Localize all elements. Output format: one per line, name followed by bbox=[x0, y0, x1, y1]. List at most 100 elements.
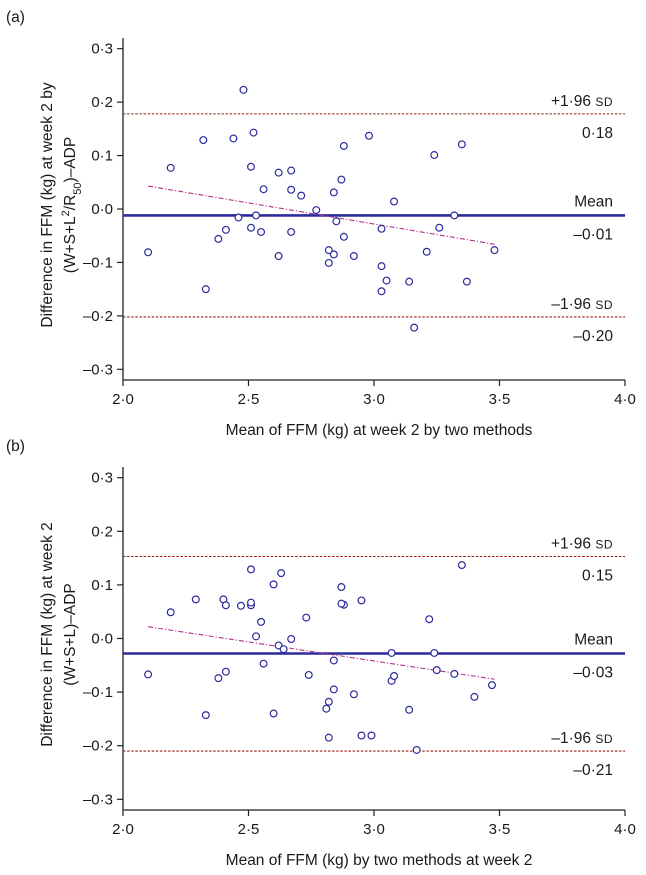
data-point bbox=[249, 128, 258, 137]
data-point bbox=[337, 175, 346, 184]
data-point bbox=[390, 197, 399, 206]
lower-loa-label-sd: SD bbox=[595, 732, 613, 746]
data-point bbox=[229, 134, 238, 143]
y-tick-label: 0·2 bbox=[91, 523, 113, 540]
upper-loa-label-sd: SD bbox=[595, 95, 613, 109]
data-point bbox=[166, 608, 175, 617]
x-axis-title: Mean of FFM (kg) by two methods at week … bbox=[226, 852, 533, 869]
data-point bbox=[324, 246, 333, 255]
x-tick-label: 2·0 bbox=[112, 391, 134, 408]
y-tick-label: –0·1 bbox=[83, 254, 113, 271]
data-point bbox=[259, 185, 268, 194]
data-point bbox=[144, 670, 153, 679]
data-point bbox=[332, 217, 341, 226]
y-tick-label: 0·3 bbox=[91, 41, 113, 58]
y-axis-title-line2: (W+S+L)–ADP bbox=[62, 583, 79, 686]
data-point bbox=[247, 223, 256, 232]
data-point bbox=[274, 168, 283, 177]
data-point bbox=[191, 595, 200, 604]
data-point bbox=[412, 745, 421, 754]
y-tick-label: –0·3 bbox=[83, 361, 113, 378]
data-point bbox=[274, 252, 283, 261]
mean-value: –0·01 bbox=[573, 226, 613, 243]
x-tick-label: 4·0 bbox=[614, 821, 636, 838]
data-point bbox=[259, 659, 268, 668]
data-point bbox=[357, 596, 366, 605]
data-point bbox=[390, 672, 399, 681]
data-point bbox=[287, 635, 296, 644]
data-point bbox=[329, 250, 338, 259]
lower-loa-value: –0·20 bbox=[573, 328, 613, 345]
data-point bbox=[252, 211, 261, 220]
upper-loa-label-main: +1·96 bbox=[551, 536, 595, 553]
data-point bbox=[221, 601, 230, 610]
y-axis-title-part: /R bbox=[62, 195, 79, 211]
data-point bbox=[457, 561, 466, 570]
data-point bbox=[367, 731, 376, 740]
x-tick-label: 3·0 bbox=[363, 391, 385, 408]
data-point bbox=[382, 276, 391, 285]
data-point bbox=[236, 601, 245, 610]
data-point bbox=[279, 645, 288, 654]
panel-label: (b) bbox=[6, 438, 25, 455]
lower-loa-label: –1·96 SD bbox=[551, 730, 613, 747]
data-point bbox=[364, 131, 373, 140]
upper-loa-label: +1·96 SD bbox=[551, 93, 613, 110]
data-point bbox=[405, 277, 414, 286]
data-point bbox=[324, 733, 333, 742]
data-point bbox=[422, 247, 431, 256]
data-point bbox=[462, 277, 471, 286]
data-point bbox=[430, 151, 439, 160]
data-point bbox=[287, 227, 296, 236]
data-point bbox=[297, 191, 306, 200]
data-point bbox=[324, 697, 333, 706]
x-tick-label: 2·5 bbox=[238, 391, 260, 408]
data-point bbox=[252, 632, 261, 641]
data-point bbox=[257, 227, 266, 236]
data-point bbox=[199, 136, 208, 145]
y-tick-label: 0·3 bbox=[91, 470, 113, 487]
data-point bbox=[221, 667, 230, 676]
x-tick-label: 3·5 bbox=[489, 821, 511, 838]
y-axis-title-part: 50 bbox=[72, 182, 84, 194]
data-point bbox=[377, 224, 386, 233]
y-axis-title-part: (W+S+L bbox=[62, 216, 79, 273]
data-point bbox=[329, 685, 338, 694]
upper-loa-value: 0·15 bbox=[582, 568, 613, 585]
data-point bbox=[312, 206, 321, 215]
upper-loa-value: 0·18 bbox=[582, 125, 613, 142]
data-point bbox=[277, 569, 286, 578]
data-point bbox=[450, 669, 459, 678]
x-tick-label: 3·0 bbox=[363, 821, 385, 838]
data-point bbox=[144, 248, 153, 257]
data-point bbox=[234, 213, 243, 222]
data-point bbox=[349, 690, 358, 699]
x-axis-title: Mean of FFM (kg) at week 2 by two method… bbox=[226, 422, 533, 439]
y-tick-label: 0·0 bbox=[91, 631, 113, 648]
data-point bbox=[269, 580, 278, 589]
y-tick-label: –0·2 bbox=[83, 738, 113, 755]
data-point bbox=[304, 670, 313, 679]
data-point bbox=[214, 674, 223, 683]
data-point bbox=[405, 705, 414, 714]
upper-loa-label-main: +1·96 bbox=[551, 93, 595, 110]
data-point bbox=[329, 656, 338, 665]
mean-label: Mean bbox=[574, 632, 613, 649]
data-point bbox=[432, 666, 441, 675]
x-tick-label: 4·0 bbox=[614, 391, 636, 408]
data-point bbox=[357, 731, 366, 740]
data-point bbox=[450, 211, 459, 220]
y-tick-label: 0·1 bbox=[91, 577, 113, 594]
upper-loa-label: +1·96 SD bbox=[551, 536, 613, 553]
data-point bbox=[201, 285, 210, 294]
y-axis-title-part: )–ADP bbox=[62, 137, 79, 183]
data-point bbox=[247, 162, 256, 171]
data-point bbox=[487, 681, 496, 690]
y-tick-label: 0·1 bbox=[91, 148, 113, 165]
data-point bbox=[201, 711, 210, 720]
y-axis-title-part: 2 bbox=[60, 210, 72, 216]
data-point bbox=[287, 166, 296, 175]
panel-a: (a) 0·3 0·2 0·1 0·0 –0·1 –0·2 –0·3 2·0 2·5 3·0 3·5 4… bbox=[6, 9, 636, 439]
x-tick-label: 2·5 bbox=[238, 821, 260, 838]
